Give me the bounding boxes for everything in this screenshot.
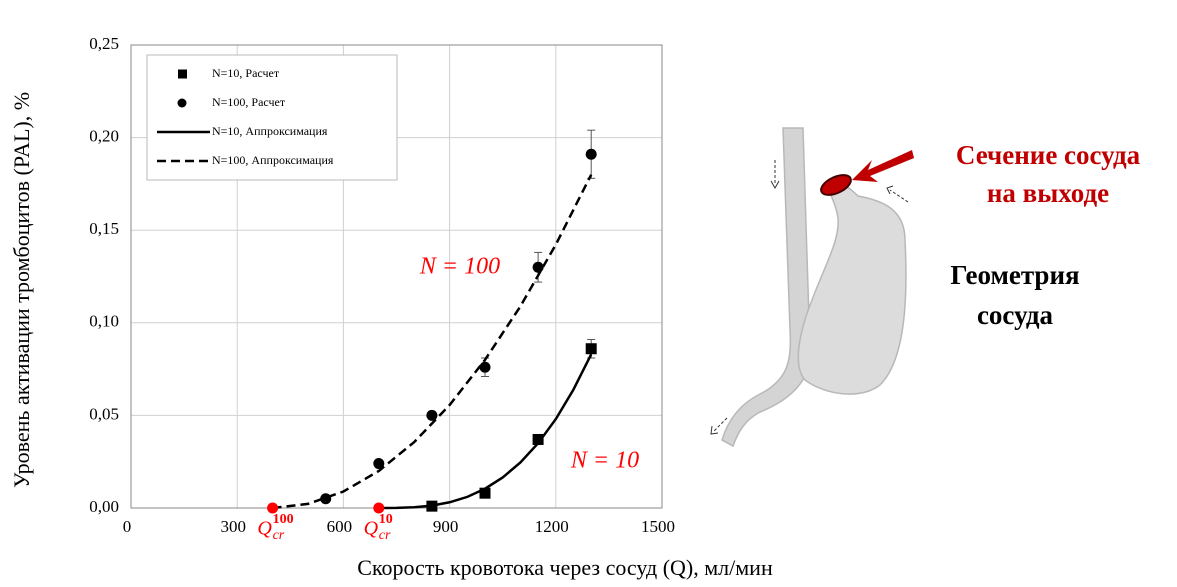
point xyxy=(533,262,544,273)
geometry-label: Геометрия xyxy=(950,260,1079,290)
y-tick-label: 0,15 xyxy=(89,219,119,238)
flow-arrow xyxy=(890,190,908,202)
geometry-label: сосуда xyxy=(977,300,1054,330)
legend-marker xyxy=(178,99,187,108)
x-tick-label: 600 xyxy=(327,517,353,536)
annotation: N = 100 xyxy=(419,254,500,280)
x-tick-label: 0 xyxy=(123,517,132,536)
critical-label: Q xyxy=(257,518,272,540)
y-tick-label: 0,00 xyxy=(89,497,119,516)
point xyxy=(426,410,437,421)
critical-label-sup: 100 xyxy=(273,512,294,527)
legend-label: N=10, Аппроксимация xyxy=(212,124,328,138)
x-tick-label: 1200 xyxy=(535,517,569,536)
x-axis-label: Скорость кровотока через сосуд (Q), мл/м… xyxy=(357,555,773,580)
point xyxy=(586,343,597,354)
critical-label-sub: cr xyxy=(379,528,391,543)
section-label: Сечение сосуда xyxy=(956,140,1141,170)
critical-label: Q xyxy=(364,518,379,540)
critical-label-sup: 10 xyxy=(379,512,393,527)
y-tick-label: 0,25 xyxy=(89,34,119,53)
vessel-illustration: Сечение сосуда на выходе Геометрия сосуд… xyxy=(711,128,1141,446)
fit-line xyxy=(379,354,591,508)
point xyxy=(480,362,491,373)
point xyxy=(586,149,597,160)
legend-label: N=10, Расчет xyxy=(212,66,280,80)
fit-line xyxy=(273,175,592,508)
y-tick-label: 0,05 xyxy=(89,404,119,423)
vessel-body xyxy=(798,181,906,394)
y-tick-label: 0,10 xyxy=(89,312,119,331)
y-tick-label: 0,20 xyxy=(89,127,119,146)
y-axis-label: Уровень активации тромбоцитов (PAL), % xyxy=(9,92,34,488)
x-tick-label: 900 xyxy=(433,517,459,536)
page: Сечение сосуда на выходе Геометрия сосуд… xyxy=(0,0,1177,587)
x-tick-label: 1500 xyxy=(641,517,675,536)
legend-marker xyxy=(178,70,187,79)
annotation: N = 10 xyxy=(570,448,639,474)
critical-label-sub: cr xyxy=(273,528,285,543)
arrow xyxy=(852,150,914,182)
x-tick-label: 300 xyxy=(220,517,246,536)
section-label: на выходе xyxy=(987,178,1109,208)
legend-label: N=100, Аппроксимация xyxy=(212,153,334,167)
legend-label: N=100, Расчет xyxy=(212,95,286,109)
vessel-tube xyxy=(722,128,810,446)
